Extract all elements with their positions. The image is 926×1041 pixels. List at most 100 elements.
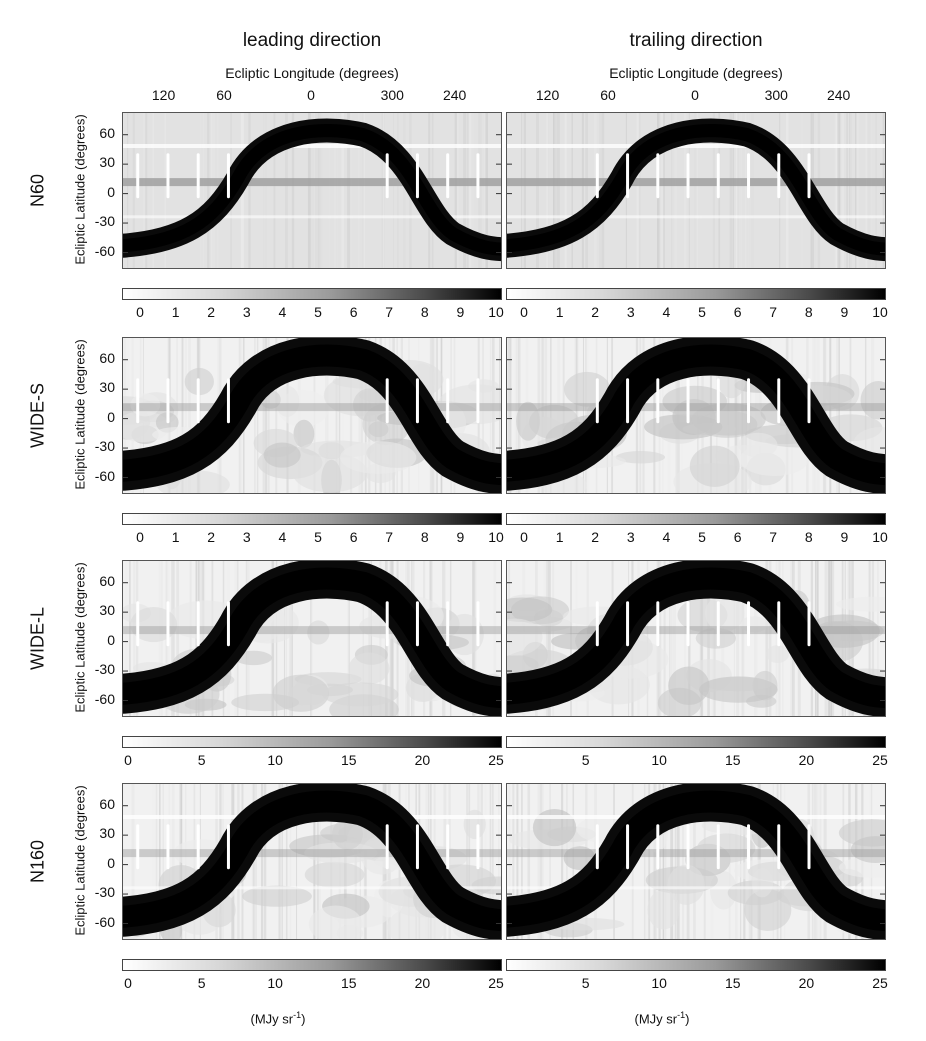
streak [507,338,509,493]
streak [383,113,385,268]
galactic-plane-core [507,124,885,256]
streak [543,561,546,716]
cirrus-patch [751,868,774,898]
y-tick-label: -30 [94,884,115,901]
bright-row [507,886,885,890]
streak [291,113,295,268]
colorbar-tick-label: 15 [341,975,357,991]
streak [882,113,885,268]
streak [131,784,135,939]
cirrus-patch [704,595,745,632]
colorbar-tick-label: 10 [651,752,667,768]
streak [253,113,256,268]
streak [403,113,406,268]
data-gap [476,824,480,870]
streak [342,338,344,493]
y-tick-label: -30 [94,438,115,455]
colorbar-tick-label: 0 [520,304,528,320]
streak [207,113,210,268]
data-gap [747,601,751,647]
cirrus-patch [272,674,330,712]
cirrus-patch [304,842,378,864]
streak [636,113,639,268]
data-gap [747,153,751,199]
data-gap [226,378,230,424]
streak [564,113,567,268]
streak [278,784,281,939]
data-gap [777,601,781,647]
colorbar [506,513,886,525]
row-label: N60 [27,173,48,207]
data-gap [166,378,170,424]
streak [199,113,202,268]
streak [184,338,187,493]
galactic-plane-core [123,790,501,932]
colorbar-tick-label: 1 [555,529,564,545]
streak [151,113,155,268]
streak [260,784,264,939]
streak [493,561,497,716]
streak [333,113,337,268]
data-gap [626,153,630,199]
sky-map [122,783,502,940]
cirrus-patch [850,836,885,863]
y-tick-label: 0 [107,408,115,425]
cirrus-patch [304,861,365,888]
data-gap [415,153,419,199]
sky-map-image [123,338,501,493]
streak [520,113,523,268]
streak [176,338,178,493]
sky-map-image [123,113,501,268]
streak [285,784,288,939]
streak [638,113,641,268]
streak [658,338,661,493]
x-tick-label: 300 [380,87,404,103]
data-gap [656,378,660,424]
colorbar-tick-label: 8 [420,304,429,320]
streak [264,113,266,268]
streak [510,338,512,493]
streak [397,113,399,268]
colorbar-tick-label: 5 [581,975,590,991]
sky-map [506,783,886,940]
y-tick-label: -30 [94,213,115,230]
data-gap [446,601,450,647]
data-gap [626,824,630,870]
data-gap [415,824,419,870]
column-title: trailing direction [629,30,763,51]
streak [875,113,877,268]
streak [155,784,158,939]
colorbar-tick-label: 3 [242,304,251,320]
cirrus-patch [368,421,389,438]
sky-map-image [507,561,885,716]
cirrus-patch [463,809,486,840]
y-tick-label: 30 [99,825,115,842]
streak [189,561,192,716]
streak [458,113,460,268]
data-gap [595,824,599,870]
streak [751,113,754,268]
streak [468,784,470,939]
cirrus-patch [332,818,363,850]
streak [674,784,677,939]
streak [683,113,687,268]
data-gap [136,153,140,199]
streak [856,113,859,268]
y-tick-label: 30 [99,602,115,619]
cirrus-patch [507,618,543,656]
data-gap [807,153,811,199]
data-gap [777,824,781,870]
x-tick-label: 120 [535,87,560,103]
streak [838,113,841,268]
streak [639,338,642,493]
colorbar [506,288,886,300]
streak [469,113,472,268]
streak [349,338,353,493]
colorbar-tick-label: 1 [171,304,180,320]
streak [316,784,319,939]
streak [268,338,270,493]
ecliptic-band [123,403,501,412]
streak [483,113,486,268]
streak [581,113,584,268]
streak [653,338,656,493]
